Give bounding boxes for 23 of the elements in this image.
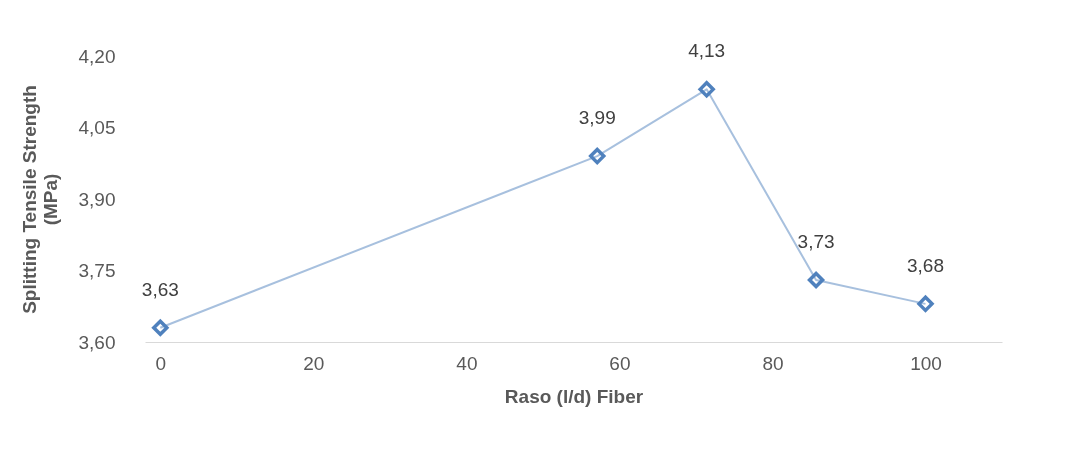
data-label: 3,99 xyxy=(578,107,616,129)
point xyxy=(588,147,606,165)
data-label: 3,73 xyxy=(797,231,835,253)
point xyxy=(807,271,825,289)
x-tick-label: 80 xyxy=(762,352,784,374)
x-tick-label: 20 xyxy=(303,352,325,374)
data-label: 3,63 xyxy=(141,278,179,300)
y-tick-label: 4,20 xyxy=(78,45,116,67)
y-tick-label: 4,05 xyxy=(78,117,116,138)
y-axis-title: Splitting Tensile Strength (MPa) xyxy=(18,85,61,314)
point xyxy=(152,319,169,336)
y-tick-label: 3,75 xyxy=(78,260,116,281)
x-tick-label: 60 xyxy=(609,352,631,374)
x-axis-title: Raso (l/d) Fiber xyxy=(504,385,644,407)
data-label: 3,68 xyxy=(906,254,944,276)
point xyxy=(698,81,715,98)
x-tick-label: 0 xyxy=(155,352,167,374)
y-tick-label: 3,90 xyxy=(78,188,116,210)
x-tick-label: 100 xyxy=(910,352,942,374)
point xyxy=(917,295,934,313)
data-label: 4,13 xyxy=(688,40,726,62)
x-tick-label: 40 xyxy=(456,352,478,374)
y-tick-label: 3,60 xyxy=(78,331,116,353)
